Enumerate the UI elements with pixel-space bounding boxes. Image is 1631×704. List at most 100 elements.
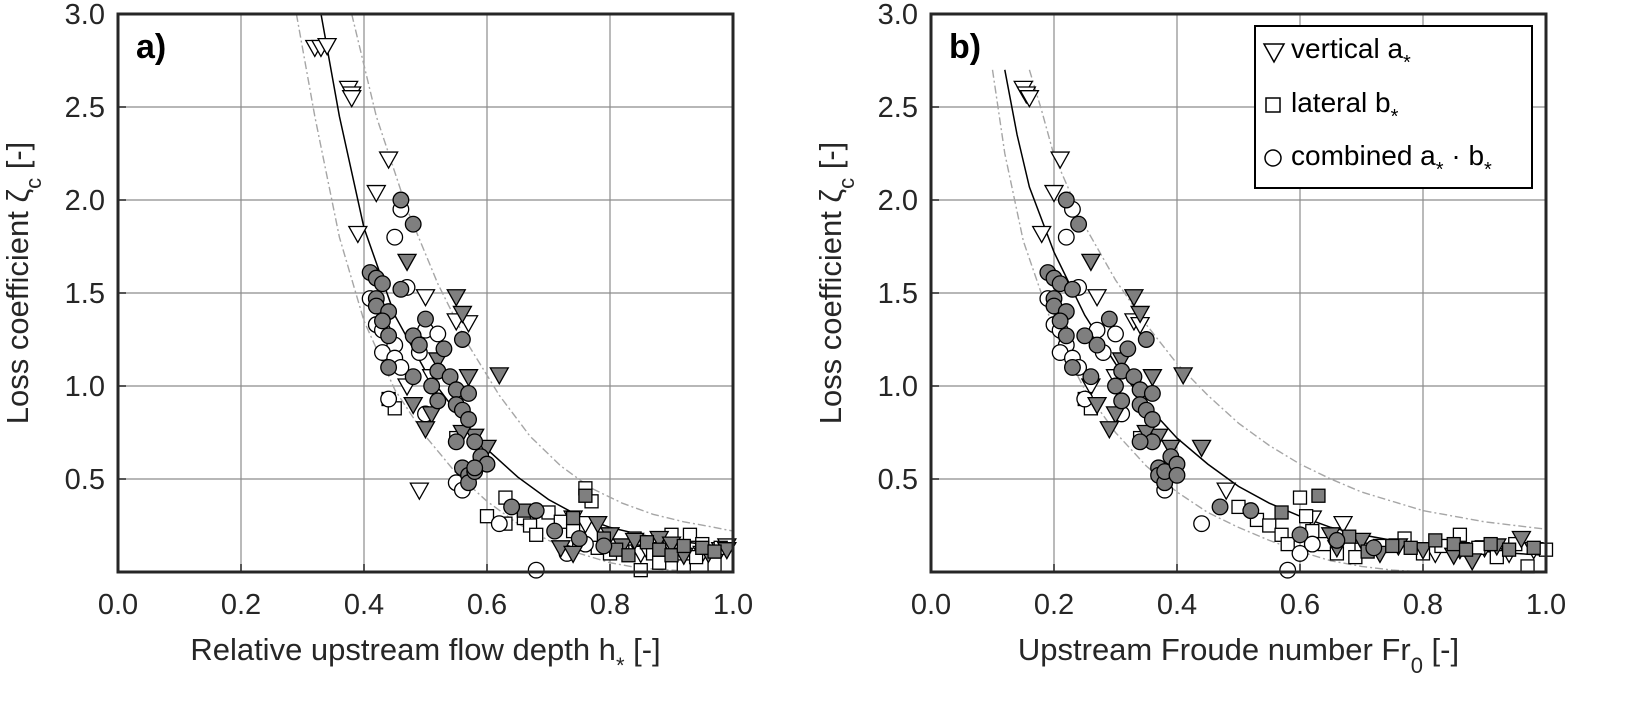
circle-marker <box>1291 544 1309 562</box>
y-tick-label: 1.5 <box>878 278 918 310</box>
x-tick-label: 0.6 <box>1280 589 1320 621</box>
triangle-marker <box>316 37 338 56</box>
triangle-marker <box>661 536 682 555</box>
triangle-marker <box>587 515 608 534</box>
triangle-marker <box>396 253 418 272</box>
circle-marker <box>527 502 545 520</box>
circle-marker <box>404 368 422 386</box>
circle-marker <box>546 522 564 540</box>
circle-marker <box>1143 411 1161 428</box>
y-axis-label-a: Loss coefficient ζc [-] <box>0 142 46 425</box>
circle-marker <box>1063 358 1081 376</box>
square-marker <box>1311 488 1326 503</box>
triangle-marker <box>409 482 430 501</box>
legend-box <box>1254 25 1533 189</box>
square-marker <box>639 535 655 550</box>
circle-marker <box>1119 340 1137 358</box>
triangle-marker <box>347 225 368 244</box>
circle-marker <box>1082 368 1100 386</box>
markers-b <box>1013 80 1554 579</box>
circle-marker <box>460 411 478 428</box>
x-axis-label-b: Upstream Froude number Fr0 [-] <box>1018 632 1459 678</box>
triangle-marker <box>1351 532 1372 551</box>
square-marker <box>1385 538 1400 554</box>
square-marker <box>529 527 544 542</box>
panel-b: 0.0 0.2 0.4 0.6 0.8 1.00.51.01.52.02.53.0 b) … <box>813 0 1566 678</box>
triangle-marker <box>1129 305 1151 324</box>
triangle-marker <box>378 151 399 170</box>
square-marker <box>565 510 581 526</box>
triangle-marker <box>421 406 442 425</box>
legend: vertical a* lateral b* combined a* · b* <box>1254 25 1533 189</box>
triangle-marker <box>415 421 436 440</box>
circle-marker <box>1131 433 1149 451</box>
panel-label-a: a) <box>136 28 166 66</box>
circle-marker <box>503 498 521 516</box>
square-marker <box>1501 542 1517 557</box>
circle-marker <box>1076 327 1094 345</box>
legend-square-marker <box>1265 97 1281 113</box>
triangle-marker <box>1136 424 1157 443</box>
circle-marker <box>380 390 398 408</box>
circle-marker <box>392 191 410 209</box>
circle-marker <box>1057 228 1075 246</box>
circle-marker <box>417 310 434 328</box>
y-tick-label: 1.0 <box>65 371 105 403</box>
square-marker <box>1280 536 1295 552</box>
square-marker <box>707 544 722 559</box>
circle-marker <box>570 530 588 547</box>
legend-item-combined: combined a* · b* <box>1264 140 1492 181</box>
circle-marker <box>1107 377 1124 395</box>
square-marker <box>664 548 679 563</box>
legend-label-combined: combined a* · b* <box>1291 140 1492 181</box>
triangle-marker <box>1031 225 1052 244</box>
circle-marker <box>1051 312 1069 330</box>
circle-marker <box>1211 498 1229 516</box>
triangle-marker <box>452 305 473 324</box>
y-tick-label: 2.0 <box>65 185 105 217</box>
triangle-marker <box>1173 367 1194 386</box>
circle-marker <box>1070 215 1088 233</box>
x-tick-label: 0.8 <box>590 589 630 621</box>
triangle-marker <box>1086 396 1108 415</box>
triangle-marker <box>1105 406 1126 425</box>
square-marker <box>621 548 636 563</box>
square-marker <box>676 538 691 554</box>
circle-marker <box>1137 331 1155 348</box>
y-tick-label: 2.5 <box>65 92 105 124</box>
envelope-upper-line <box>351 13 734 532</box>
legend-item-lateral: lateral b* <box>1265 87 1399 128</box>
circle-marker <box>1057 191 1075 209</box>
circle-marker <box>386 228 404 246</box>
envelope-b <box>991 69 1547 573</box>
circle-marker <box>1057 327 1075 345</box>
square-marker <box>1458 542 1474 557</box>
circle-marker <box>423 377 441 395</box>
triangle-marker <box>489 367 510 386</box>
triangle-marker <box>1142 369 1163 388</box>
triangle-marker <box>1086 289 1108 308</box>
circle-marker <box>453 331 471 348</box>
circle-marker <box>1088 336 1106 354</box>
triangle-marker <box>341 90 362 109</box>
circle-marker <box>1113 392 1131 410</box>
tick-labels-b: 0.0 0.2 0.4 0.6 0.8 1.0 0.5 1.0 1.5 2.0 2.5 3.0 <box>878 0 1566 621</box>
circle-marker <box>1063 280 1081 298</box>
circle-marker <box>1365 539 1383 557</box>
x-tick-label: 1.0 <box>1526 589 1566 621</box>
triangle-marker <box>1123 289 1145 308</box>
triangle-marker <box>366 184 387 203</box>
triangle-marker <box>1099 421 1120 440</box>
triangle-marker <box>562 545 584 564</box>
circle-marker <box>1291 526 1309 544</box>
y-tick-label: 2.0 <box>878 185 918 217</box>
circle-marker <box>374 312 391 330</box>
triangle-marker <box>1412 542 1434 561</box>
envelope-lower-line <box>991 69 1424 573</box>
x-tick-label: 0.8 <box>1403 589 1443 621</box>
triangle-marker <box>1216 482 1237 501</box>
square-marker <box>652 555 667 570</box>
square-marker <box>1446 536 1461 552</box>
triangle-marker <box>575 515 596 534</box>
